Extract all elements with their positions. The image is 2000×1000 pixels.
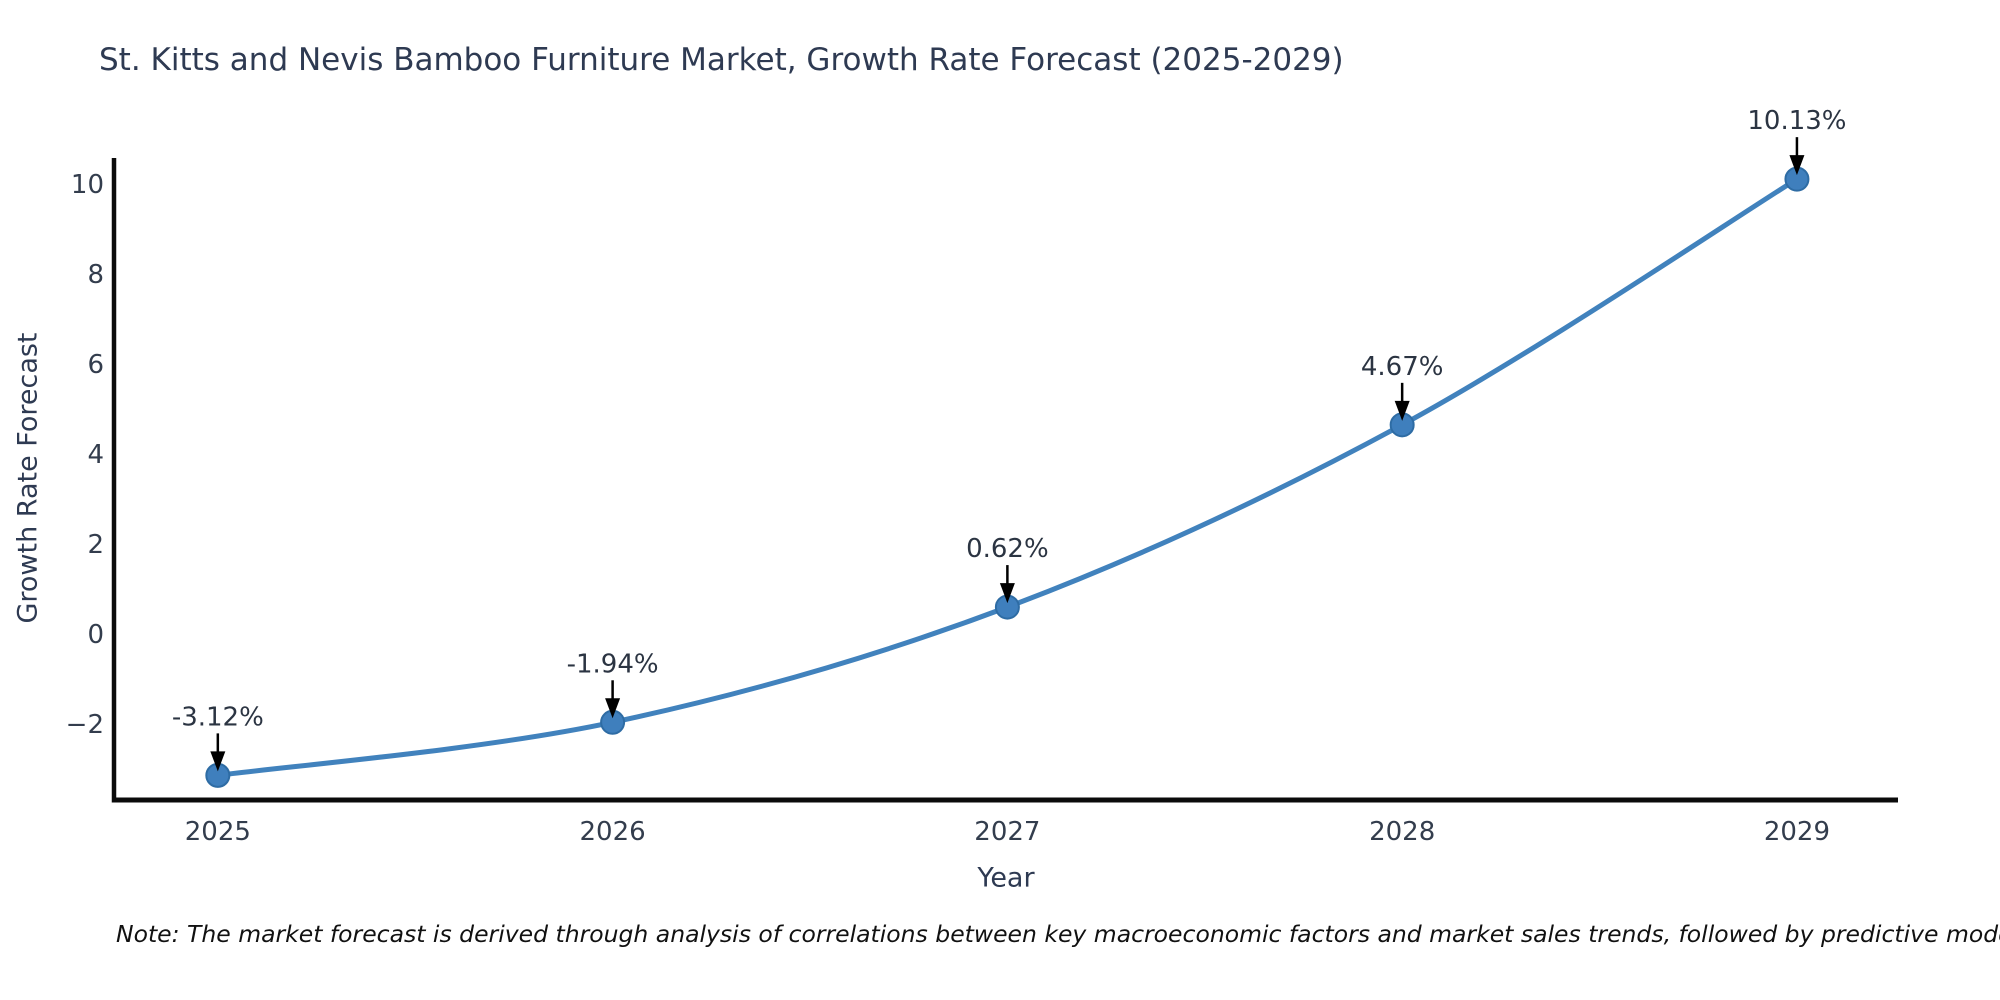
forecast-line <box>217 176 1799 778</box>
annotation-label: 0.62% <box>966 534 1049 564</box>
annotation-arrow-head <box>210 751 226 772</box>
annotation-arrow-head <box>1394 400 1410 421</box>
annotation-arrow-head <box>1789 155 1805 176</box>
annotation-label: 10.13% <box>1747 106 1846 136</box>
y-tick-label: −2 <box>66 710 104 740</box>
x-tick-label: 2027 <box>974 817 1040 847</box>
y-tick-label: 4 <box>87 440 104 470</box>
x-tick-label: 2025 <box>185 817 251 847</box>
chart-title: St. Kitts and Nevis Bamboo Furniture Mar… <box>99 42 1344 78</box>
y-tick-label: 0 <box>87 620 104 650</box>
y-tick-label: 6 <box>87 350 104 380</box>
y-axis-title: Growth Rate Forecast <box>12 332 44 624</box>
footnote: Note: The market forecast is derived thr… <box>116 920 2000 948</box>
annotation-arrow-head <box>999 583 1015 604</box>
x-tick-label: 2029 <box>1764 817 1830 847</box>
y-tick-label: 2 <box>87 530 104 560</box>
annotation-label: 4.67% <box>1361 352 1444 382</box>
annotation-label: -3.12% <box>172 702 264 732</box>
annotation-label: -1.94% <box>567 649 659 679</box>
y-tick-label: 10 <box>71 170 104 200</box>
x-tick-label: 2028 <box>1369 817 1435 847</box>
x-tick-label: 2026 <box>580 817 646 847</box>
y-tick-label: 8 <box>87 260 104 290</box>
x-axis-title: Year <box>977 862 1035 894</box>
annotation-arrow-head <box>605 698 621 719</box>
